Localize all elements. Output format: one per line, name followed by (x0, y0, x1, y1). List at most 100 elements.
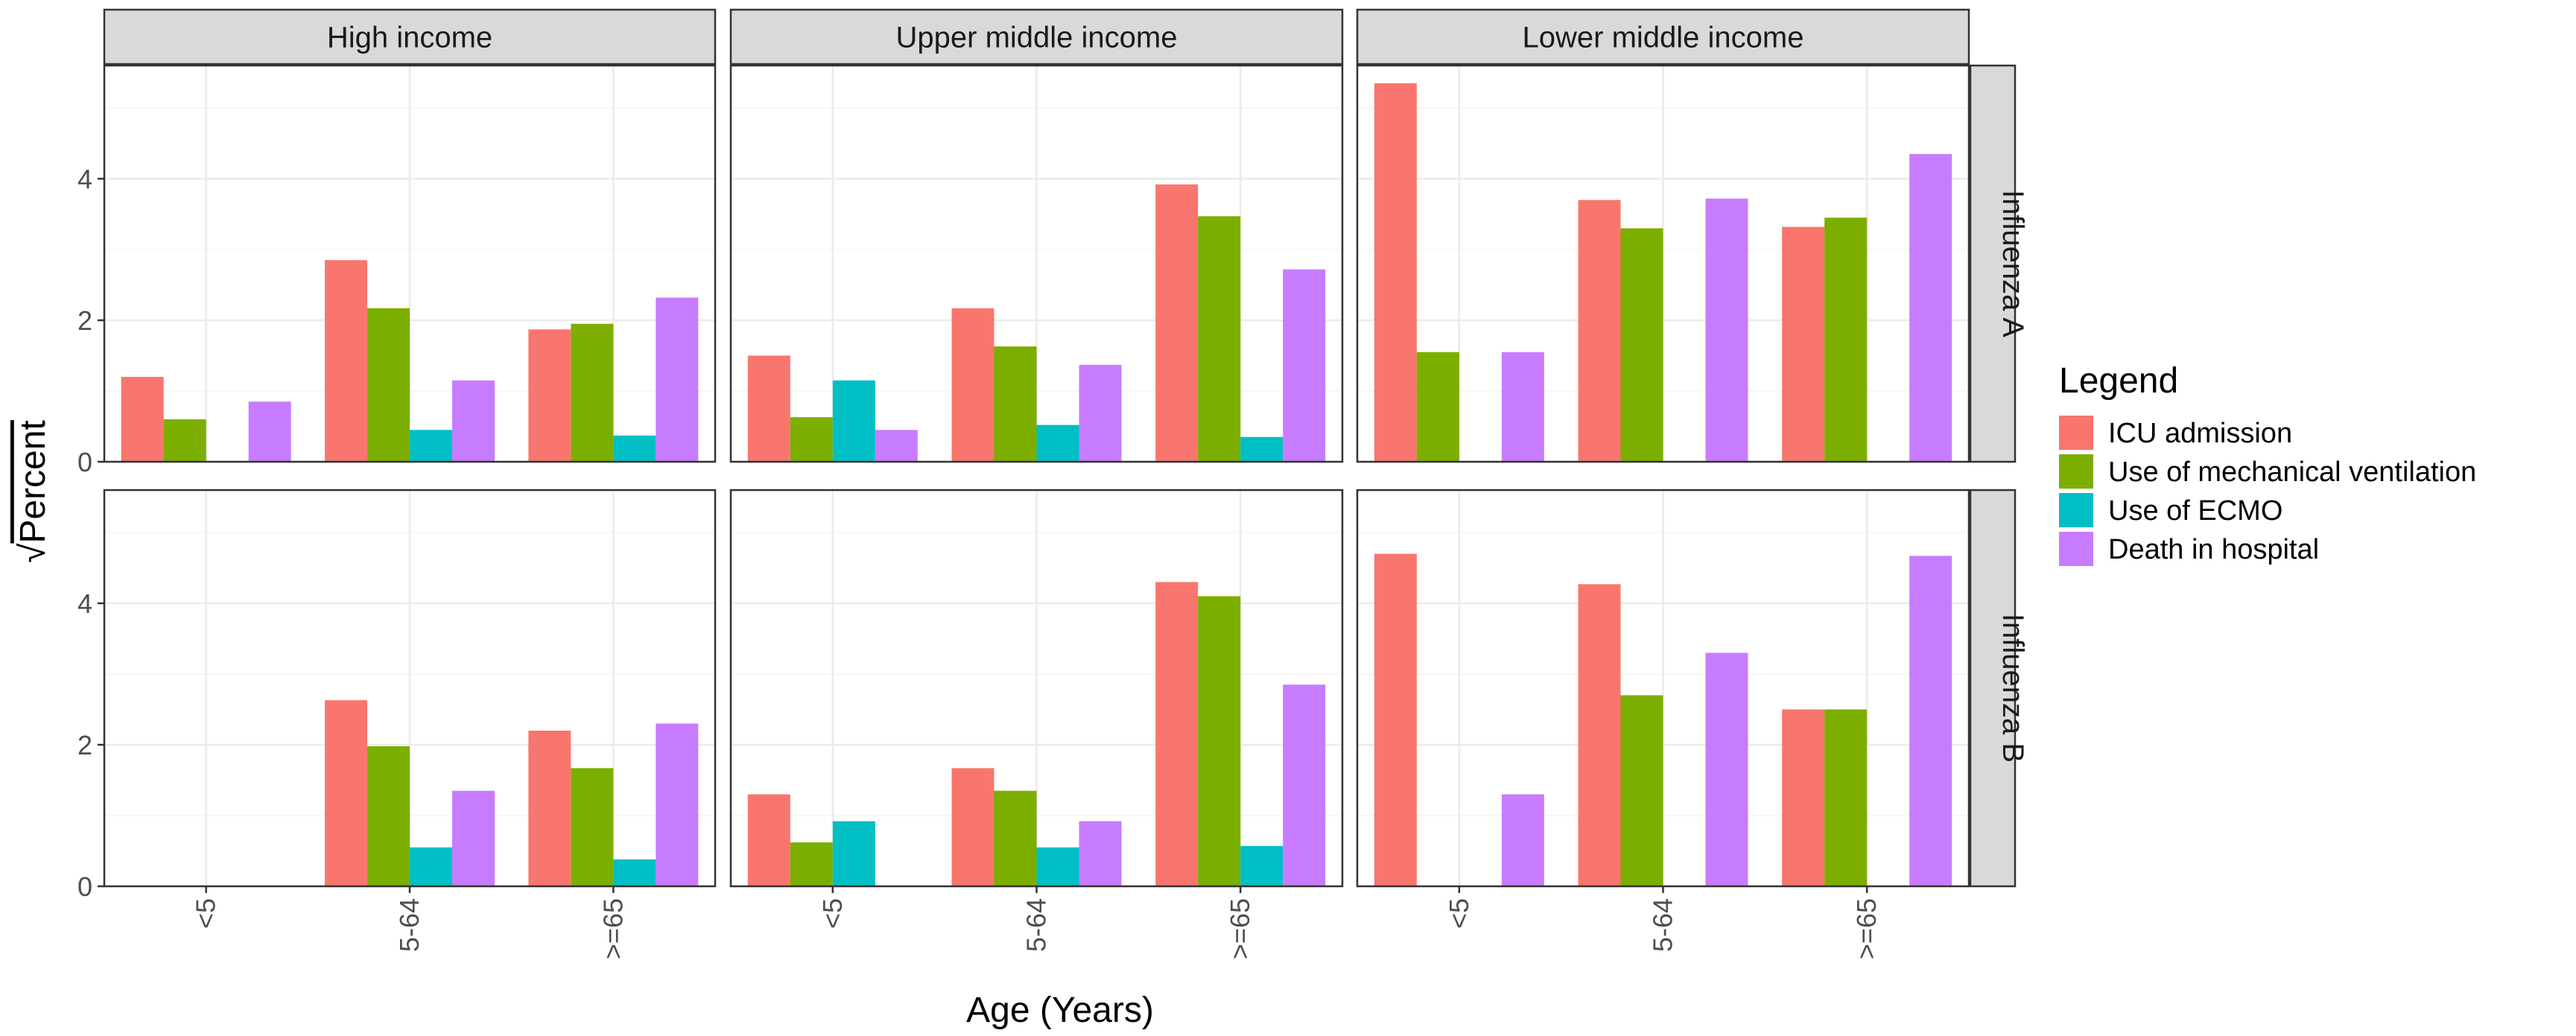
panels-layer (103, 64, 1970, 888)
bar-5-64-death-in-hospital (1705, 652, 1748, 886)
bar-5-64-death-in-hospital (452, 380, 495, 462)
bar-5-64-icu-admission (1578, 200, 1621, 462)
bar-65-plus-use-of-mechanical-ventilation (1198, 596, 1241, 886)
legend-item-use-of-mechanical-ventilation: Use of mechanical ventilation (2059, 454, 2476, 489)
bar-under-5-use-of-ecmo (832, 821, 875, 886)
bar-5-64-death-in-hospital (1705, 198, 1748, 462)
bar-65-plus-icu-admission (1155, 582, 1199, 886)
facet-strip-label: Influenza A (1996, 190, 2029, 337)
y-tick-label: 4 (77, 588, 92, 619)
bar-65-plus-icu-admission (1782, 709, 1825, 886)
facet-strip-label: Influenza B (1996, 614, 2029, 763)
bar-65-plus-use-of-ecmo (613, 435, 656, 462)
bar-65-plus-use-of-mechanical-ventilation (1824, 217, 1868, 462)
legend-label: ICU admission (2108, 418, 2292, 449)
bar-65-plus-use-of-mechanical-ventilation (571, 323, 614, 462)
legend: Legend ICU admission Use of mechanical ve… (2059, 361, 2476, 566)
facet-strip-high-income: High income (103, 8, 717, 66)
bar-65-plus-use-of-ecmo (1240, 436, 1284, 462)
strip-background (1969, 489, 2017, 888)
bar-5-64-icu-admission (325, 700, 367, 886)
legend-key (2059, 493, 2093, 527)
y-axis-title: √Percent (13, 420, 53, 563)
x-axis-title: Age (Years) (966, 991, 1154, 1030)
axes-layer: 0 2 4 0 2 4 <5 5-64 >=65 <5 5-64 >=65 <5 5-64 >=65 (77, 164, 1882, 959)
bar-65-plus-icu-admission (528, 329, 571, 462)
x-tick-label-5-64: 5-64 (394, 898, 425, 952)
bar-under-5-icu-admission (1374, 83, 1417, 462)
strips-layer: High income Upper middle income Lower midd… (103, 8, 2029, 888)
bar-under-5-icu-admission (121, 377, 164, 462)
bar-under-5-death-in-hospital (1501, 794, 1544, 886)
y-axis-title-text: Percent (13, 420, 53, 543)
x-tick-label-65-plus: >=65 (1225, 898, 1255, 959)
legend-label: Use of mechanical ventilation (2108, 457, 2476, 488)
facet-strip-lower-middle-income: Lower middle income (1356, 8, 1970, 66)
bar-65-plus-death-in-hospital (1909, 153, 1952, 462)
panel-influenza-b-upper-middle-income (729, 489, 1344, 888)
facet-strip-label: High income (327, 22, 492, 54)
panel-influenza-a-lower-middle-income (1356, 64, 1970, 463)
bar-65-plus-death-in-hospital (656, 297, 699, 462)
strip-background (729, 8, 1344, 66)
bar-under-5-icu-admission (1374, 553, 1417, 886)
x-tick-label-under-5: <5 (817, 898, 848, 929)
bar-65-plus-use-of-ecmo (613, 859, 656, 886)
x-tick-label-5-64: 5-64 (1648, 898, 1678, 952)
bar-5-64-use-of-ecmo (410, 430, 452, 462)
strip-background (1969, 64, 2017, 463)
bar-5-64-use-of-ecmo (410, 847, 452, 886)
bar-5-64-icu-admission (1578, 584, 1621, 886)
bar-65-plus-death-in-hospital (656, 723, 699, 886)
y-axis-title-symbol: √ (13, 543, 53, 563)
panel-border (1356, 64, 1970, 463)
y-tick-label: 4 (77, 164, 92, 194)
bar-under-5-icu-admission (747, 355, 790, 462)
bar-5-64-use-of-mechanical-ventilation (367, 308, 410, 462)
facet-strip-label: Upper middle income (896, 22, 1178, 54)
bar-65-plus-icu-admission (1155, 184, 1199, 462)
bar-5-64-use-of-mechanical-ventilation (1620, 695, 1663, 886)
bar-5-64-death-in-hospital (1079, 821, 1122, 886)
panel-influenza-a-high-income (103, 64, 717, 463)
bar-under-5-use-of-mechanical-ventilation (1416, 352, 1459, 462)
bar-5-64-use-of-ecmo (1036, 847, 1079, 886)
legend-item-use-of-ecmo: Use of ECMO (2059, 493, 2282, 527)
bar-65-plus-icu-admission (1782, 226, 1825, 462)
bar-under-5-use-of-mechanical-ventilation (790, 417, 833, 462)
legend-label: Death in hospital (2108, 534, 2319, 565)
y-tick-label: 0 (77, 447, 92, 477)
bar-65-plus-use-of-mechanical-ventilation (1824, 709, 1868, 886)
bar-65-plus-death-in-hospital (1283, 684, 1326, 886)
bar-under-5-use-of-ecmo (832, 380, 875, 462)
bar-under-5-icu-admission (747, 794, 790, 886)
bar-under-5-use-of-mechanical-ventilation (163, 419, 206, 462)
legend-key (2059, 532, 2093, 566)
legend-key (2059, 416, 2093, 450)
x-tick-label-under-5: <5 (191, 898, 221, 929)
y-tick-label: 0 (77, 871, 92, 902)
legend-label: Use of ECMO (2108, 495, 2282, 527)
bar-5-64-use-of-ecmo (1036, 425, 1079, 462)
panel-border (729, 64, 1344, 463)
panel-border (103, 64, 717, 463)
y-tick-label: 2 (77, 305, 92, 336)
bar-65-plus-use-of-mechanical-ventilation (1198, 216, 1241, 462)
bar-5-64-use-of-mechanical-ventilation (994, 346, 1037, 462)
facet-strip-upper-middle-income: Upper middle income (729, 8, 1344, 66)
strip-background (103, 8, 717, 66)
legend-item-icu-admission: ICU admission (2059, 416, 2292, 450)
facet-strip-label: Lower middle income (1523, 22, 1804, 54)
bar-5-64-icu-admission (951, 308, 994, 462)
bar-5-64-use-of-mechanical-ventilation (367, 746, 410, 886)
bar-65-plus-use-of-mechanical-ventilation (571, 768, 614, 886)
bar-5-64-death-in-hospital (1079, 364, 1122, 462)
panel-influenza-a-upper-middle-income (729, 64, 1344, 463)
bar-65-plus-death-in-hospital (1283, 269, 1326, 462)
x-tick-label-65-plus: >=65 (597, 898, 628, 959)
legend-item-death-in-hospital: Death in hospital (2059, 532, 2319, 566)
bar-under-5-death-in-hospital (1501, 352, 1544, 462)
bar-5-64-use-of-mechanical-ventilation (1620, 228, 1663, 462)
panel-influenza-b-lower-middle-income (1356, 489, 1970, 888)
bar-65-plus-death-in-hospital (1909, 556, 1952, 886)
